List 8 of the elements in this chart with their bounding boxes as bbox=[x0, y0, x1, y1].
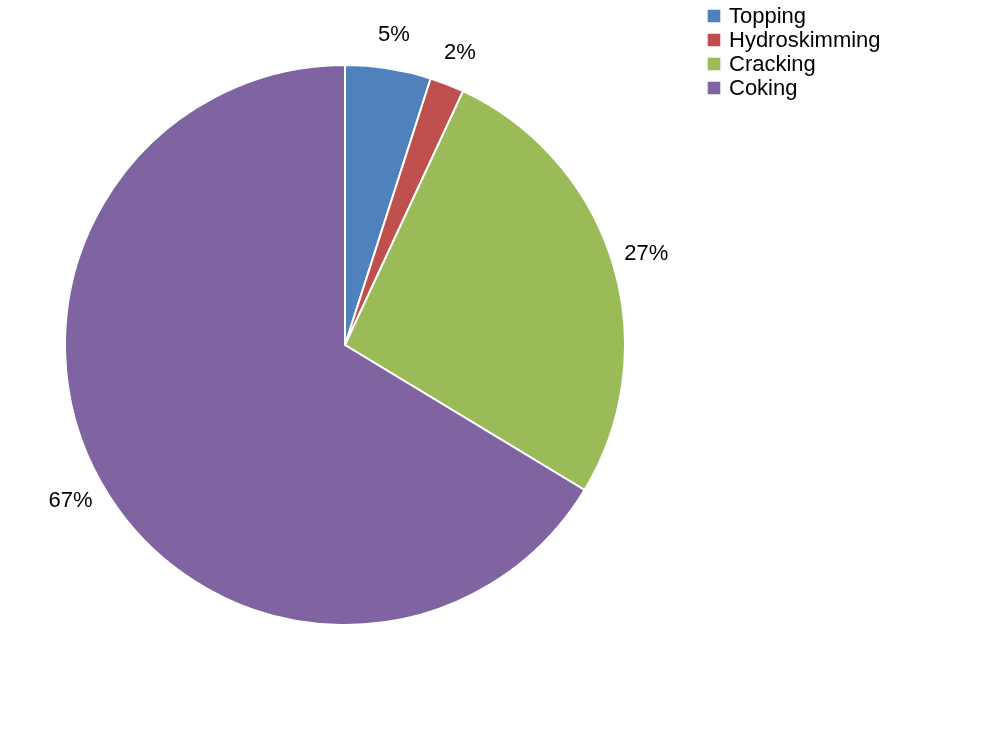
legend-label: Topping bbox=[729, 3, 807, 28]
legend-label: Cracking bbox=[729, 51, 816, 76]
legend-label: Hydroskimming bbox=[729, 27, 881, 52]
legend-label: Coking bbox=[729, 75, 798, 100]
data-label: 27% bbox=[624, 240, 669, 266]
data-label: 67% bbox=[48, 486, 93, 512]
data-label: 2% bbox=[443, 38, 476, 64]
data-label: 5% bbox=[377, 20, 410, 46]
